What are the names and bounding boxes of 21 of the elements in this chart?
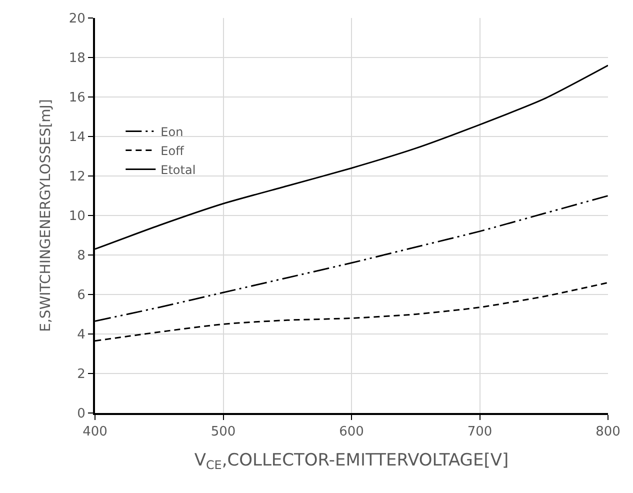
legend-label: Etotal [160, 162, 196, 177]
y-tick-label: 0 [77, 406, 86, 422]
y-tick-label: 8 [77, 248, 86, 264]
y-tick-label: 14 [68, 130, 86, 146]
y-tick-label: 2 [77, 367, 86, 382]
legend-label: Eon [160, 124, 184, 139]
x-tick-label: 500 [210, 424, 236, 440]
y-tick-label: 18 [68, 51, 86, 66]
legend-label: Eoff [160, 144, 185, 158]
y-tick-label: 6 [77, 288, 86, 304]
x-tick-label: 400 [82, 424, 108, 440]
y-tick-label: 10 [68, 209, 86, 224]
x-tick-label: 600 [339, 424, 364, 440]
y-tick-label: 20 [68, 12, 86, 27]
y-tick-label: 4 [77, 328, 86, 343]
y-tick-label: 16 [68, 90, 86, 106]
y-axis-title: E,SWITCHINGENERGYLOSSES[mJ] [38, 99, 54, 332]
x-axis-title: V$_{CE}$,COLLECTOR-EMITTERVOLTAGE[V] [194, 450, 509, 472]
x-tick-label: 800 [596, 424, 620, 440]
y-tick-label: 12 [68, 170, 86, 185]
x-tick-label: 700 [467, 424, 492, 440]
